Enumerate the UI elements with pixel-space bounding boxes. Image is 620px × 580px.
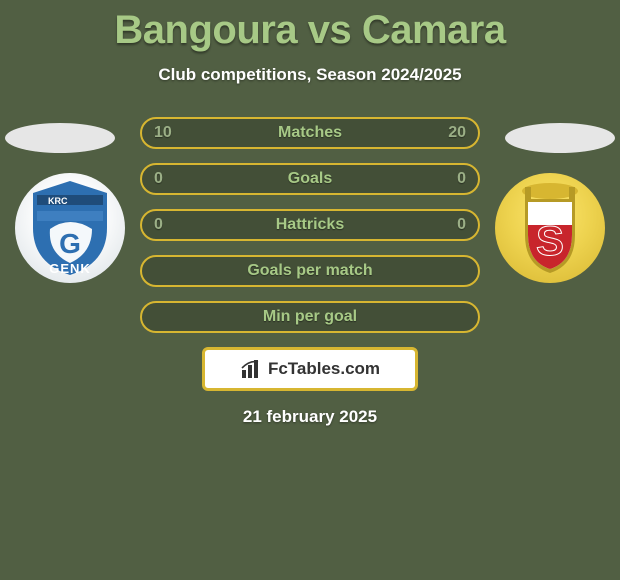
stat-row-matches: 10 Matches 20 [140, 117, 480, 149]
svg-text:KRC: KRC [48, 196, 68, 206]
player-right-photo-placeholder [505, 123, 615, 153]
svg-text:GENK: GENK [49, 261, 91, 276]
stat-label: Min per goal [142, 303, 478, 331]
bar-chart-icon [240, 358, 262, 380]
player-left-photo-placeholder [5, 123, 115, 153]
svg-text:G: G [59, 228, 81, 259]
genk-shield-icon: KRC G GENK [15, 173, 125, 283]
stat-row-goals-per-match: Goals per match [140, 255, 480, 287]
stat-label: Goals [142, 165, 478, 193]
date-label: 21 february 2025 [0, 407, 620, 427]
site-label: FcTables.com [268, 359, 380, 379]
comparison-area: KRC G GENK S 10 Matches 20 0 Goals 0 [0, 117, 620, 427]
stat-row-goals: 0 Goals 0 [140, 163, 480, 195]
standard-shield-icon: S [495, 173, 605, 283]
stat-label: Hattricks [142, 211, 478, 239]
page-title: Bangoura vs Camara [0, 0, 620, 53]
club-right-badge: S [495, 173, 605, 283]
svg-text:S: S [536, 217, 564, 264]
stat-right-value: 0 [457, 211, 466, 239]
site-badge[interactable]: FcTables.com [202, 347, 418, 391]
stats-table: 10 Matches 20 0 Goals 0 0 Hattricks 0 Go… [140, 117, 480, 333]
stat-row-hattricks: 0 Hattricks 0 [140, 209, 480, 241]
stat-label: Goals per match [142, 257, 478, 285]
page-subtitle: Club competitions, Season 2024/2025 [0, 65, 620, 85]
club-left-badge: KRC G GENK [15, 173, 125, 283]
stat-row-min-per-goal: Min per goal [140, 301, 480, 333]
stat-right-value: 20 [448, 119, 466, 147]
stat-right-value: 0 [457, 165, 466, 193]
stat-label: Matches [142, 119, 478, 147]
